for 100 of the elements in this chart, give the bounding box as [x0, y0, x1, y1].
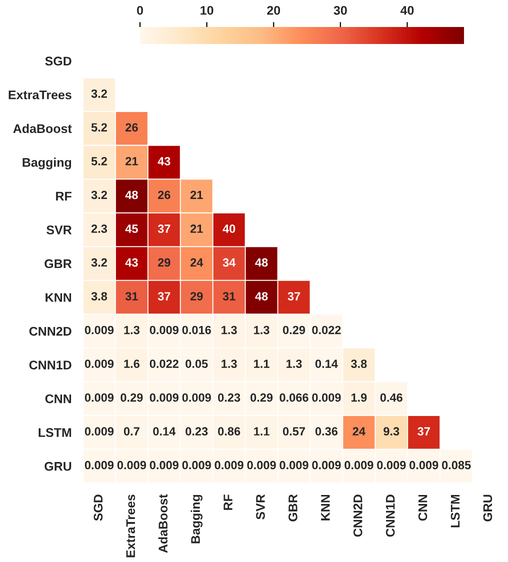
y-tick-label: SVR — [46, 226, 72, 234]
y-tick-label: AdaBoost — [13, 124, 72, 134]
data-label: 3.2 — [91, 258, 107, 267]
x-tick-label: GBR — [288, 494, 298, 522]
data-label: 0.066 — [280, 393, 308, 402]
x-tick-label: CNN1D — [386, 494, 395, 537]
data-label: 45 — [125, 224, 138, 233]
data-label: 0.009 — [312, 460, 341, 470]
data-label: 5.2 — [91, 157, 107, 166]
data-label: 0.23 — [218, 393, 240, 402]
data-label: 0.009 — [84, 427, 114, 436]
data-label: 0.86 — [218, 427, 240, 436]
x-tick-label: SVR — [256, 494, 265, 520]
data-label: 0.29 — [120, 393, 143, 402]
data-label: 24 — [352, 427, 366, 436]
color-bar-label: 30 — [334, 6, 347, 15]
x-tick-label: Bagging — [190, 494, 202, 544]
data-label: 0.46 — [380, 393, 402, 402]
data-label: 0.23 — [186, 427, 208, 436]
data-label: 43 — [125, 258, 138, 267]
data-label: 0.009 — [182, 393, 211, 402]
data-label: 0.009 — [410, 460, 438, 470]
data-label: 1.1 — [254, 427, 270, 436]
data-label: 0.009 — [150, 460, 178, 470]
data-label: 0.022 — [150, 360, 178, 368]
data-label: 0.009 — [84, 460, 114, 470]
data-label: 0.36 — [315, 427, 338, 436]
data-label: 0.009 — [84, 393, 114, 402]
x-tick-label: KNN — [321, 494, 330, 520]
x-tick-label: SGD — [94, 494, 103, 521]
data-label: 3.2 — [91, 89, 107, 98]
data-label: 1.3 — [124, 326, 140, 334]
data-label: 0.009 — [150, 393, 178, 402]
data-label: 0.009 — [247, 460, 276, 470]
data-label: 0.009 — [344, 460, 374, 470]
x-tick-label: CNN — [418, 494, 428, 521]
color-bar-label: 0 — [137, 6, 143, 15]
data-label: 0.7 — [124, 427, 140, 436]
data-label: 31 — [222, 292, 236, 300]
data-label: 21 — [190, 190, 203, 200]
data-label: 0.009 — [377, 460, 406, 470]
y-tick-label: ExtraTrees — [8, 90, 72, 100]
data-label: 48 — [255, 292, 268, 300]
data-label: 0.009 — [312, 393, 341, 402]
data-label: 34 — [222, 258, 236, 267]
data-label: 9.3 — [384, 427, 400, 436]
data-label: 0.14 — [153, 427, 176, 436]
data-label: 1.1 — [254, 360, 270, 368]
y-tick-label: RF — [56, 192, 72, 200]
data-label: 3.2 — [91, 190, 107, 200]
data-label: 40 — [222, 224, 236, 233]
data-label: 0.022 — [312, 326, 341, 334]
data-label: 37 — [288, 292, 300, 300]
data-label: 0.009 — [117, 460, 146, 470]
color-bar-label: 40 — [400, 6, 414, 15]
data-label: 1.9 — [351, 393, 367, 402]
data-label: 26 — [126, 123, 138, 132]
y-tick-label: LSTM — [38, 428, 72, 437]
y-tick-label: Bagging — [22, 158, 72, 170]
data-label: 0.009 — [280, 460, 308, 470]
data-label: 1.3 — [254, 326, 270, 334]
data-label: 0.009 — [150, 326, 178, 334]
data-label: 0.29 — [282, 326, 306, 334]
x-tick-label: ExtraTrees — [126, 494, 136, 558]
data-label: 2.3 — [91, 224, 108, 233]
data-label: 5.2 — [91, 123, 107, 132]
y-tick-label: CNN2D — [29, 326, 72, 336]
data-label: 0.009 — [84, 326, 114, 334]
data-label: 24 — [190, 258, 204, 267]
y-tick-label: SGD — [45, 56, 72, 66]
data-label: 0.009 — [214, 460, 244, 470]
color-bar-label: 20 — [267, 6, 280, 15]
data-label: 3.8 — [91, 292, 108, 300]
data-label: 0.05 — [186, 360, 208, 368]
data-label: 43 — [158, 157, 170, 166]
data-label: 3.8 — [350, 360, 367, 368]
data-label: 0.14 — [315, 360, 338, 368]
data-label: 0.29 — [250, 393, 273, 402]
data-label: 1.3 — [222, 326, 237, 334]
y-tick-label: CNN1D — [29, 360, 72, 370]
data-label: 29 — [158, 258, 170, 267]
color-bar-label: 10 — [200, 6, 214, 15]
data-label: 1.3 — [222, 360, 237, 368]
y-tick-label: GRU — [44, 462, 72, 471]
data-label: 0.085 — [442, 460, 471, 470]
data-label: 0.57 — [282, 427, 305, 436]
data-label: 21 — [190, 224, 203, 233]
data-label: 1.3 — [286, 360, 302, 368]
data-label: 0.016 — [182, 326, 211, 334]
y-tick-label: KNN — [46, 293, 72, 302]
x-tick-label: AdaBoost — [158, 494, 168, 553]
x-tick-label: LSTM — [450, 494, 460, 528]
data-label: 26 — [158, 190, 170, 200]
data-label: 21 — [126, 157, 138, 166]
data-label: 1.6 — [124, 360, 140, 368]
y-tick-label: GBR — [44, 259, 72, 268]
data-label: 29 — [190, 292, 203, 300]
data-label: 37 — [158, 224, 170, 233]
data-label: 48 — [255, 258, 268, 267]
y-tick-label: CNN — [45, 394, 72, 404]
